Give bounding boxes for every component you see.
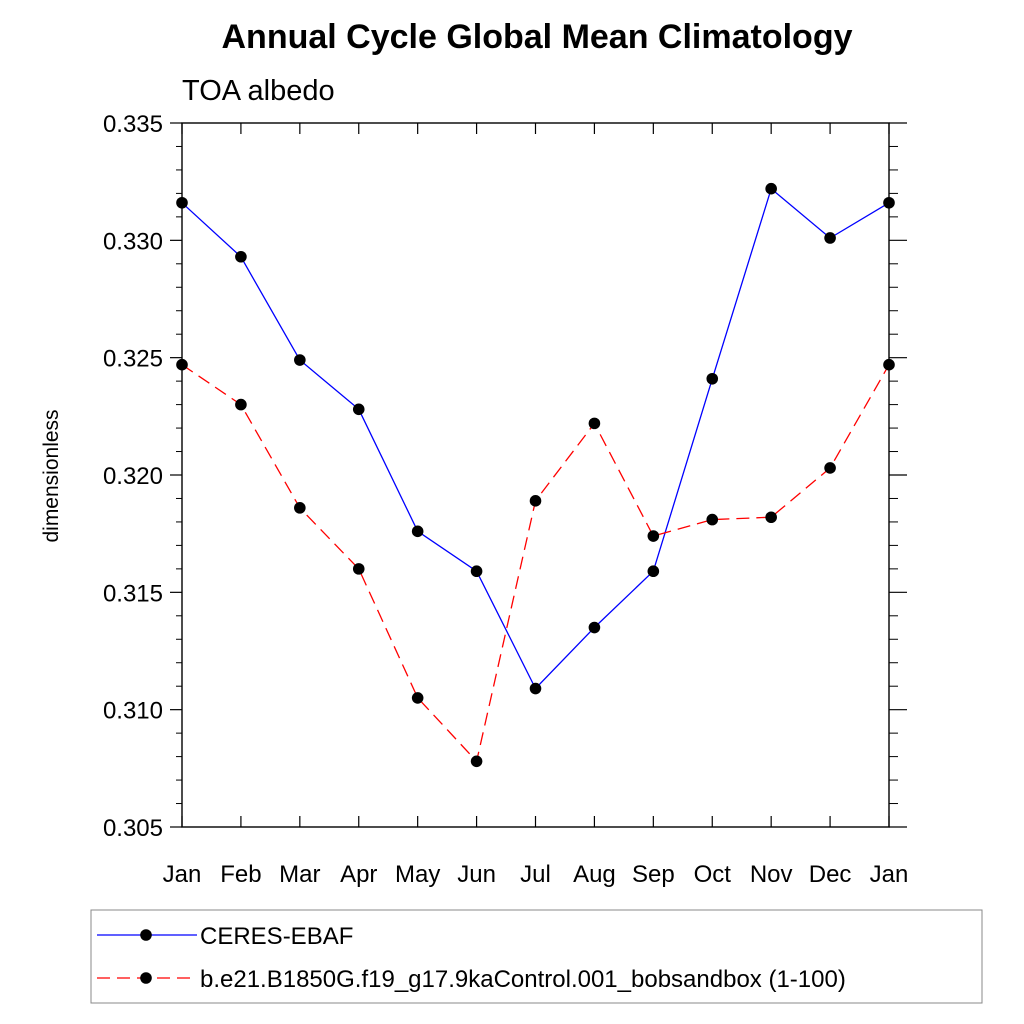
- y-tick-label: 0.305: [103, 815, 163, 842]
- series-1-point: [824, 232, 836, 244]
- y-tick-label: 0.315: [103, 580, 163, 607]
- y-tick-label: 0.330: [103, 228, 163, 255]
- legend: CERES-EBAF b.e21.B1850G.f19_g17.9kaContro…: [90, 909, 983, 1004]
- series-1-point: [176, 196, 188, 209]
- series-1-point: [647, 565, 660, 578]
- series-2-point: [883, 358, 895, 371]
- y-tick-label: 0.325: [103, 346, 163, 373]
- axes: Jan Feb Mar Apr May Jun Jul Aug Sep Oct Nov Dec Jan0…: [103, 111, 908, 888]
- x-tick-label: Nov: [750, 861, 793, 888]
- series-2-point: [824, 462, 836, 474]
- y-axis-label: dimensionless: [40, 409, 63, 542]
- series-1-point: [706, 372, 719, 385]
- series-2-point: [176, 358, 188, 371]
- plot-frame: [181, 122, 890, 828]
- series-line-2: [181, 364, 890, 763]
- x-tick-label: Feb: [220, 861, 261, 888]
- x-tick-label: Mar: [279, 861, 320, 888]
- series-1-point: [235, 250, 247, 263]
- x-tick-label: Jun: [457, 861, 496, 888]
- series-1-point: [529, 682, 542, 695]
- legend-marker-2: [140, 972, 152, 984]
- legend-label-2: b.e21.B1850G.f19_g17.9kaControl.001_bobs…: [200, 966, 846, 993]
- series-2-point: [235, 398, 247, 411]
- x-tick-label: Jan: [163, 861, 202, 888]
- legend-marker-1: [140, 929, 152, 941]
- chart-title: Annual Cycle Global Mean Climatology: [222, 18, 853, 56]
- x-tick-label: Jan: [870, 861, 909, 888]
- series-2-point: [411, 692, 424, 704]
- series-1-point: [470, 565, 483, 578]
- chart-subtitle: TOA albedo: [182, 75, 335, 107]
- legend-label-1: CERES-EBAF: [200, 923, 353, 950]
- x-tick-label: Sep: [632, 861, 675, 888]
- series-2-point: [529, 495, 542, 507]
- x-tick-label: Aug: [573, 861, 616, 888]
- series-line-1: [181, 187, 890, 690]
- series-1-point: [883, 196, 895, 209]
- series-1-point: [352, 403, 365, 416]
- series-layer: [176, 182, 895, 768]
- series-2-point: [647, 530, 660, 542]
- series-1-point: [411, 525, 424, 538]
- series-2-point: [470, 755, 483, 768]
- series-2-point: [765, 511, 777, 524]
- x-tick-label: May: [395, 861, 440, 888]
- y-tick-label: 0.310: [103, 698, 163, 725]
- series-2-point: [294, 502, 306, 514]
- y-tick-label: 0.320: [103, 463, 163, 490]
- x-tick-label: Oct: [694, 861, 732, 888]
- x-tick-label: Apr: [340, 861, 377, 888]
- series-2-point: [588, 417, 601, 430]
- y-tick-label: 0.335: [103, 111, 163, 138]
- x-tick-label: Jul: [520, 861, 551, 888]
- series-2-point: [706, 513, 719, 526]
- legend-box: [90, 909, 983, 1004]
- series-1-point: [588, 621, 601, 634]
- x-tick-label: Dec: [809, 861, 852, 888]
- series-1-point: [765, 182, 777, 195]
- series-1-point: [294, 354, 306, 366]
- series-2-point: [352, 563, 365, 575]
